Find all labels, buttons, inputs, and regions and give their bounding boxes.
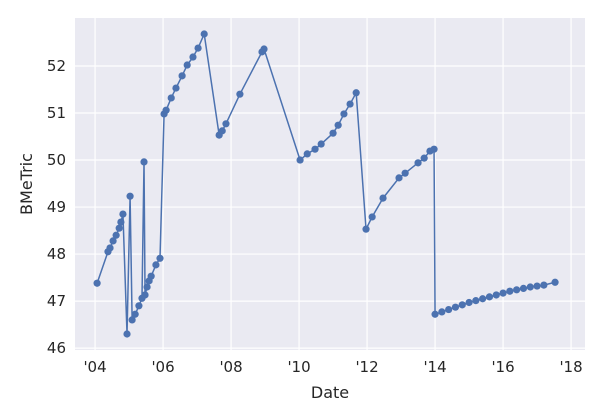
data-point — [296, 156, 304, 164]
data-point — [126, 192, 134, 200]
data-point — [115, 224, 123, 232]
data-point — [329, 129, 337, 137]
data-point — [152, 261, 160, 269]
data-point — [109, 237, 117, 245]
x-tick-label: '10 — [287, 358, 310, 376]
data-point — [430, 145, 438, 153]
x-tick-label: '14 — [423, 358, 446, 376]
data-point — [499, 289, 507, 297]
data-point — [479, 295, 487, 303]
data-point — [492, 291, 500, 299]
data-point — [311, 145, 319, 153]
data-point — [135, 302, 143, 310]
data-point — [172, 84, 180, 92]
data-point — [189, 53, 197, 61]
data-point — [317, 140, 325, 148]
y-tick-label: 47 — [47, 292, 66, 310]
data-point — [362, 225, 370, 233]
data-point — [141, 291, 149, 299]
data-point — [472, 297, 480, 305]
y-tick-label: 48 — [47, 245, 66, 263]
y-axis-label: BMeTric — [17, 153, 36, 215]
data-point — [112, 231, 120, 239]
x-tick-label: '18 — [559, 358, 582, 376]
plot-background — [75, 18, 585, 350]
data-point — [458, 301, 466, 309]
data-point — [414, 159, 422, 167]
data-point — [93, 279, 101, 287]
data-point — [236, 90, 244, 98]
data-point — [123, 330, 131, 338]
data-point — [194, 44, 202, 52]
data-point — [551, 278, 559, 286]
data-point — [156, 254, 164, 262]
y-tick-label: 49 — [47, 198, 66, 216]
data-point — [140, 158, 148, 166]
data-point — [519, 284, 528, 292]
data-point — [540, 281, 548, 289]
data-point — [303, 150, 311, 158]
x-tick-label: '12 — [355, 358, 378, 376]
data-point — [513, 286, 521, 294]
data-point — [340, 110, 348, 118]
data-point — [506, 287, 514, 295]
data-point — [106, 244, 114, 252]
data-point — [147, 272, 155, 280]
data-point — [143, 283, 151, 291]
data-point — [445, 305, 453, 314]
data-point — [368, 213, 376, 221]
y-tick-label: 46 — [47, 339, 66, 357]
y-tick-label: 52 — [47, 57, 66, 75]
data-point — [222, 120, 230, 128]
data-point — [200, 30, 208, 38]
data-point — [260, 45, 268, 53]
x-tick-label: '16 — [491, 358, 514, 376]
data-point — [431, 310, 439, 318]
x-axis-label: Date — [311, 383, 349, 402]
data-point — [465, 298, 473, 307]
data-point — [379, 194, 387, 202]
x-tick-label: '04 — [83, 358, 106, 376]
data-point — [451, 303, 460, 311]
y-tick-label: 50 — [47, 151, 66, 169]
data-point — [131, 310, 139, 318]
data-point — [485, 293, 494, 301]
data-point — [218, 127, 226, 135]
data-point — [401, 169, 409, 177]
data-point — [162, 106, 170, 114]
data-point — [346, 100, 354, 108]
data-point — [117, 218, 125, 226]
data-point — [334, 121, 342, 129]
data-point — [438, 308, 446, 316]
data-point — [352, 89, 360, 97]
x-tick-label: '08 — [219, 358, 242, 376]
data-point — [526, 283, 534, 291]
data-point — [178, 72, 186, 80]
data-point — [533, 282, 541, 290]
data-point — [128, 316, 136, 324]
data-point — [395, 174, 403, 182]
x-tick-label: '06 — [151, 358, 174, 376]
y-tick-label: 51 — [47, 104, 66, 122]
data-point — [183, 61, 191, 69]
data-points — [93, 30, 559, 338]
data-point — [119, 210, 127, 218]
data-point — [420, 154, 428, 162]
tick-labels: '04 '06 '08 '10 '12 '14 '16 '18 46 47 48 49 50 51 52 — [47, 57, 583, 376]
data-point — [167, 94, 175, 102]
